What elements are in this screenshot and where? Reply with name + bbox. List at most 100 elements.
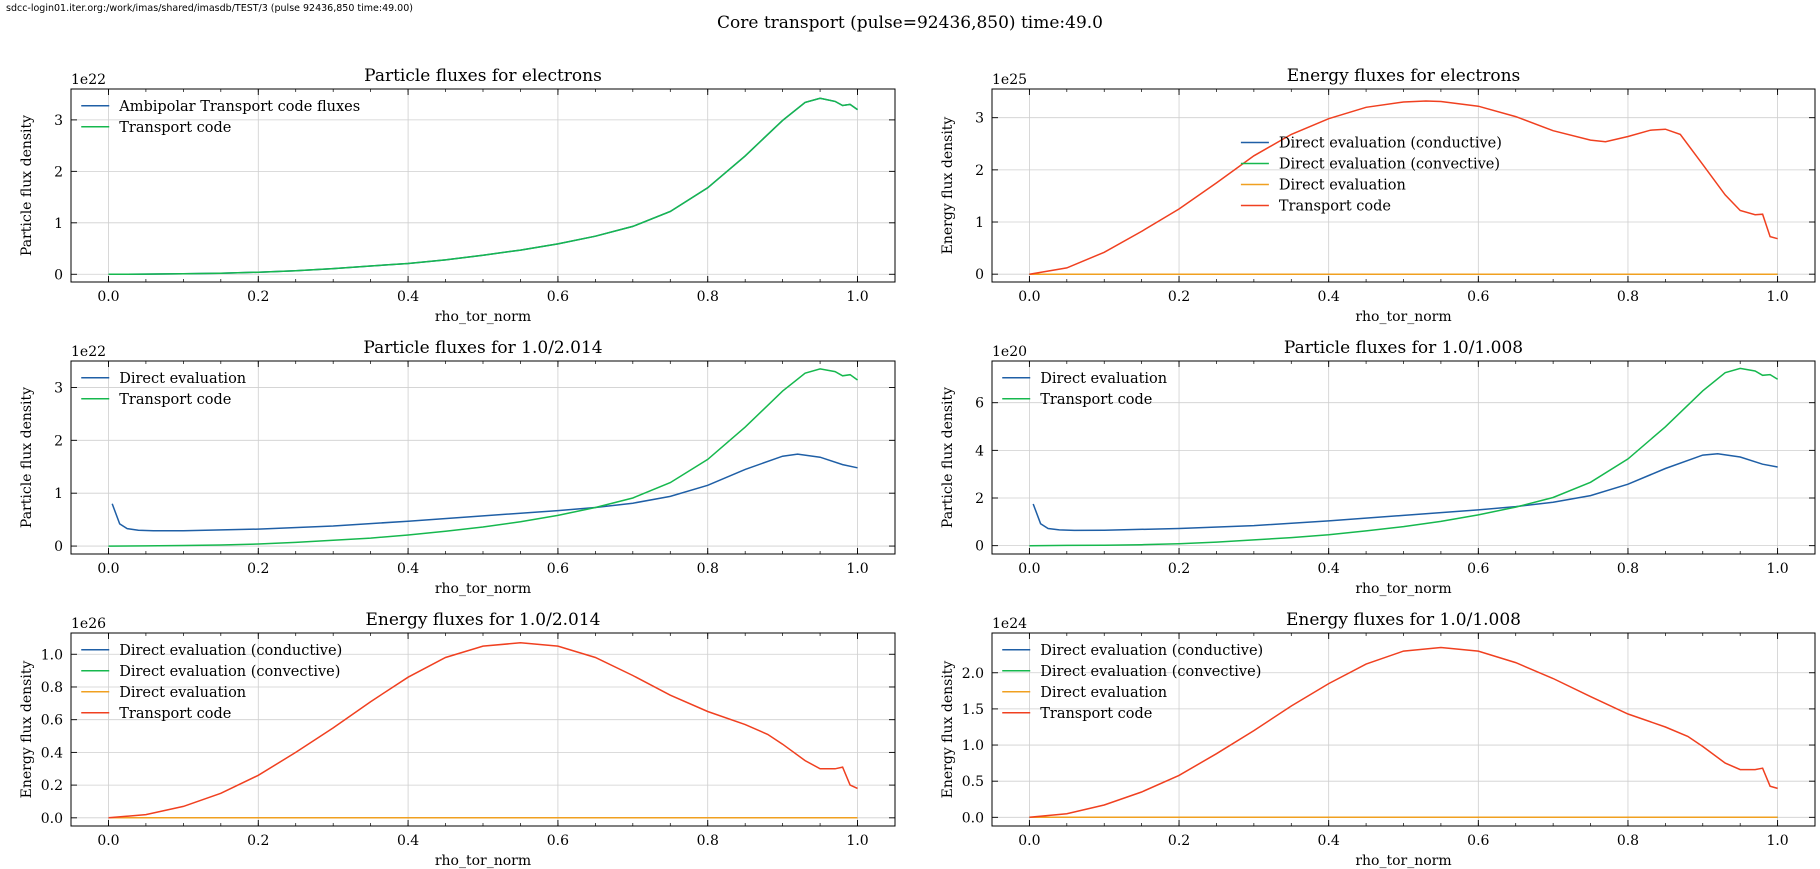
axis-exponent-label: 1e20 [992,344,1027,360]
x-axis-label: rho_tor_norm [1355,309,1451,325]
x-axis-label: rho_tor_norm [1355,581,1451,597]
x-tick-label: 0.2 [247,561,269,577]
y-tick-label: 2 [54,433,63,449]
chart-title: Particle fluxes for 1.0/2.014 [363,338,602,358]
plot-frame [70,360,896,555]
legend-label: Transport code [1040,392,1152,408]
y-tick-label: 0.0 [962,810,984,826]
y-tick-label: 1.0 [962,738,984,754]
axis-exponent-label: 1e24 [992,616,1027,632]
y-tick-label: 3 [54,113,63,129]
legend-label: Direct evaluation (conductive) [1040,643,1263,659]
x-tick-label: 0.8 [1617,561,1639,577]
x-tick-label: 1.0 [846,289,868,305]
chart-title: Energy fluxes for 1.0/2.014 [366,610,601,630]
y-tick-label: 1 [975,215,984,231]
x-tick-label: 0.6 [1467,561,1489,577]
y-tick-label: 0 [975,539,984,555]
series-line-transport-code [1029,367,1778,547]
chart-panel-4: 0.0 0.2 0.4 0.6 0.8 1.0 0 2 4 6 Particle fluxes fo… [940,338,1816,597]
y-tick-label: 0.8 [41,680,63,696]
legend-label: Direct evaluation [1040,685,1167,701]
x-tick-label: 0.2 [1168,289,1190,305]
axis-exponent-label: 1e22 [71,344,106,360]
x-tick-label: 1.0 [846,833,868,849]
x-tick-label: 0.0 [97,289,119,305]
y-axis-label: Energy flux density [940,117,956,255]
x-tick-label: 0.8 [697,561,719,577]
x-axis-label: rho_tor_norm [435,853,531,869]
x-tick-label: 0.6 [1467,833,1489,849]
x-axis-label: rho_tor_norm [435,309,531,325]
axis-exponent-label: 1e25 [992,72,1027,88]
x-tick-label: 0.0 [97,833,119,849]
plot-frame [991,360,1816,555]
x-tick-label: 1.0 [1766,833,1788,849]
chart-panel-3: 0.0 0.2 0.4 0.6 0.8 1.0 0 1 2 3 Particle fluxes fo… [19,338,896,597]
y-tick-label: 0 [54,539,63,555]
legend-label: Transport code [1040,706,1152,722]
x-tick-label: 1.0 [1766,289,1788,305]
plot-frame [991,632,1816,827]
x-tick-label: 0.4 [397,833,419,849]
series-line-transport-code [108,97,858,276]
series-line-transport-code [108,368,858,547]
y-tick-label: 0 [54,267,63,283]
y-tick-label: 1.0 [41,647,63,663]
x-tick-label: 0.4 [1318,561,1340,577]
x-tick-label: 0.8 [1617,289,1639,305]
y-tick-label: 0.0 [41,811,63,827]
y-axis-label: Particle flux density [940,387,956,528]
legend-label: Transport code [119,120,231,136]
x-tick-label: 0.6 [547,833,569,849]
y-tick-label: 4 [975,443,984,459]
legend-label: Direct evaluation [119,685,246,701]
legend-label: Direct evaluation [119,371,246,387]
x-tick-label: 0.0 [1018,561,1040,577]
x-tick-label: 0.2 [247,833,269,849]
x-tick-label: 0.4 [1318,289,1340,305]
x-tick-label: 0.6 [547,561,569,577]
legend-label: Transport code [119,392,231,408]
y-tick-label: 2.0 [962,666,984,682]
x-tick-label: 0.8 [697,289,719,305]
y-tick-label: 6 [975,396,984,412]
data-source-path-label: sdcc-login01.iter.org:/work/imas/shared/… [6,3,413,14]
x-tick-label: 0.6 [1467,289,1489,305]
y-tick-label: 2 [54,164,63,180]
series-line-transport-code [1029,646,1778,819]
y-tick-label: 2 [975,491,984,507]
plot-frame [991,88,1816,283]
series-line-transport-code [108,642,858,819]
chart-title: Energy fluxes for 1.0/1.008 [1286,610,1521,630]
chart-panel-1: 0.0 0.2 0.4 0.6 0.8 1.0 0 1 2 3 Particle fluxes fo… [19,66,896,325]
y-tick-label: 0.6 [41,713,63,729]
y-tick-label: 2 [975,163,984,179]
chart-title: Particle fluxes for electrons [364,66,602,86]
x-tick-label: 1.0 [846,561,868,577]
legend-label: Direct evaluation [1279,177,1406,193]
y-tick-label: 0.5 [962,774,984,790]
y-tick-label: 3 [975,111,984,127]
x-tick-label: 0.8 [697,833,719,849]
legend-label: Direct evaluation (conductive) [1279,135,1502,151]
x-tick-label: 0.2 [1168,833,1190,849]
legend-label: Transport code [119,706,231,722]
y-tick-label: 3 [54,380,63,396]
x-tick-label: 0.4 [397,561,419,577]
series-line-direct-evaluation [1032,452,1778,532]
legend-label: Ambipolar Transport code fluxes [118,99,360,115]
chart-title: Energy fluxes for electrons [1287,66,1521,86]
plot-frame [70,632,896,827]
y-tick-label: 0 [975,267,984,283]
y-tick-label: 1.5 [962,702,984,718]
plot-frame [70,88,896,283]
x-tick-label: 0.0 [1018,833,1040,849]
y-axis-label: Energy flux density [19,661,35,799]
y-tick-label: 1 [54,216,63,232]
chart-panel-6: 0.0 0.2 0.4 0.6 0.8 1.0 0.0 0.5 1.0 1.5 2.0 Energy … [940,610,1816,869]
legend-label: Direct evaluation (convective) [1279,156,1500,172]
x-axis-label: rho_tor_norm [435,581,531,597]
series-line-direct-evaluation [111,453,858,532]
